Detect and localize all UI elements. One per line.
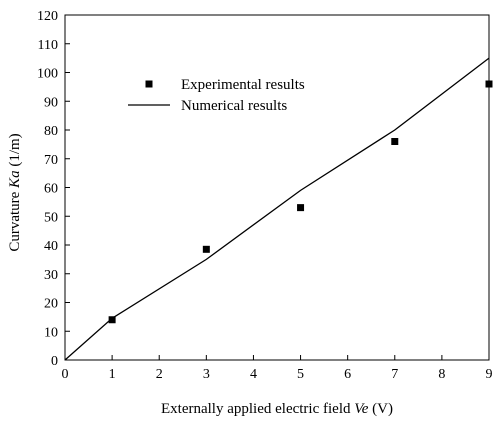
x-tick-label: 4	[250, 367, 257, 382]
legend-square-swatch	[145, 80, 153, 88]
x-tick-label: 7	[391, 367, 398, 382]
y-tick-label: 60	[44, 182, 58, 197]
experimental-point	[108, 316, 116, 324]
legend-label: Numerical results	[181, 98, 287, 114]
series-layer	[64, 57, 493, 361]
x-axis-title: Externally applied electric field Ve (V)	[161, 401, 393, 417]
y-tick-label: 30	[44, 268, 58, 283]
x-tick-label: 8	[438, 367, 445, 382]
y-tick-label: 10	[44, 325, 58, 340]
experimental-point	[297, 204, 305, 212]
x-axis: 0 1 2 3 4 5 6 7 8 9	[62, 355, 493, 382]
legend-label: Experimental results	[181, 77, 305, 93]
x-tick-label: 5	[297, 367, 304, 382]
y-axis: 0 10 20 30 40 50 60 70 80 90 100 110 120	[37, 9, 70, 369]
y-tick-label: 40	[44, 239, 58, 254]
x-tick-label: 2	[156, 367, 163, 382]
y-tick-label: 120	[37, 9, 58, 24]
x-tick-label: 3	[203, 367, 210, 382]
y-tick-label: 90	[44, 95, 58, 110]
x-tick-label: 0	[62, 367, 69, 382]
x-tick-label: 9	[486, 367, 493, 382]
legend: Experimental results Numerical results	[128, 77, 305, 114]
x-tick-label: 6	[344, 367, 351, 382]
y-tick-label: 100	[37, 67, 58, 82]
experimental-point	[202, 245, 210, 253]
x-tick-label: 1	[109, 367, 116, 382]
experimental-point	[485, 80, 493, 88]
y-tick-label: 20	[44, 297, 58, 312]
numerical-results-line	[64, 57, 490, 361]
experimental-point	[391, 138, 399, 145]
y-tick-label: 50	[44, 210, 58, 225]
y-tick-label: 70	[44, 153, 58, 168]
y-tick-label: 0	[51, 354, 58, 369]
y-tick-label: 110	[38, 38, 58, 53]
y-axis-title: Curvature Ka (1/m)	[7, 133, 23, 251]
y-tick-label: 80	[44, 124, 58, 139]
